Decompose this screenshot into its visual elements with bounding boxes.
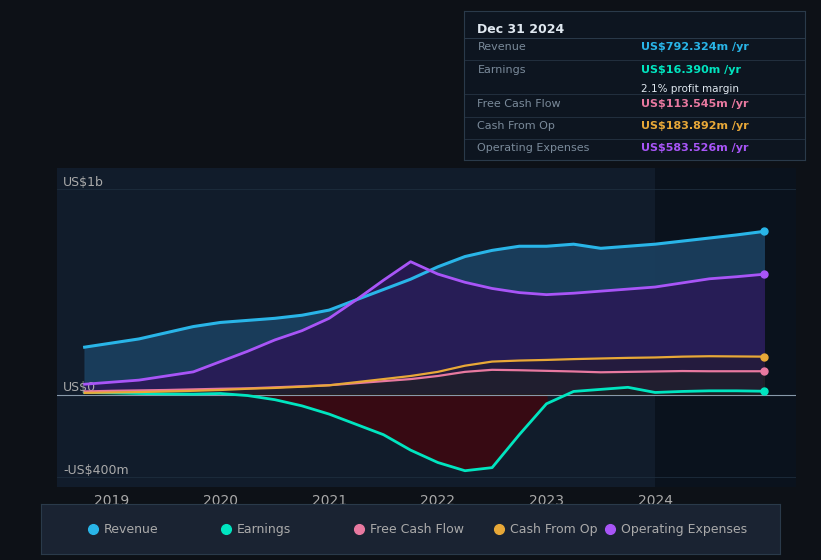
Text: US$792.324m /yr: US$792.324m /yr [641,43,749,53]
Text: Free Cash Flow: Free Cash Flow [478,99,561,109]
Text: US$0: US$0 [63,381,96,394]
Text: US$16.390m /yr: US$16.390m /yr [641,64,741,74]
Text: Earnings: Earnings [478,64,526,74]
Text: -US$400m: -US$400m [63,464,129,477]
Text: US$183.892m /yr: US$183.892m /yr [641,121,749,131]
Text: Free Cash Flow: Free Cash Flow [370,522,464,536]
Text: Cash From Op: Cash From Op [511,522,598,536]
Text: Cash From Op: Cash From Op [478,121,555,131]
Text: Operating Expenses: Operating Expenses [621,522,747,536]
Text: Operating Expenses: Operating Expenses [478,143,589,153]
Text: Revenue: Revenue [478,43,526,53]
Text: US$583.526m /yr: US$583.526m /yr [641,143,749,153]
Text: US$113.545m /yr: US$113.545m /yr [641,99,749,109]
Text: Revenue: Revenue [104,522,158,536]
Text: US$1b: US$1b [63,176,103,189]
Text: 2.1% profit margin: 2.1% profit margin [641,84,739,94]
Text: Earnings: Earnings [237,522,291,536]
Text: Dec 31 2024: Dec 31 2024 [478,23,565,36]
Bar [655,168,796,487]
